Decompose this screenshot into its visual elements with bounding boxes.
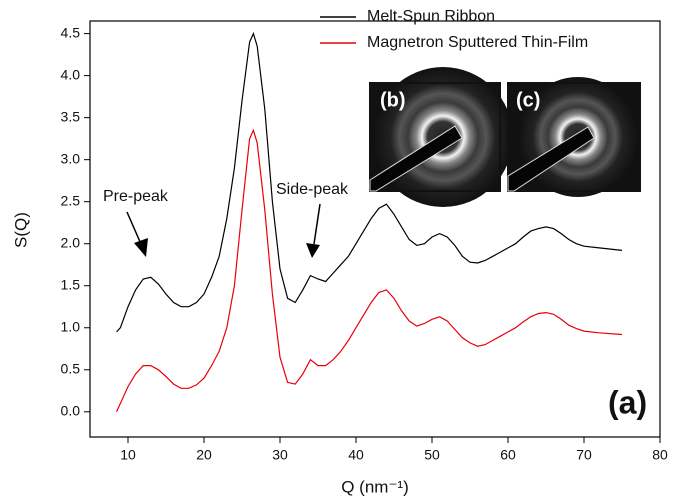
x-tick-label: 20 <box>196 447 212 463</box>
y-tick-label: 0.0 <box>61 402 81 418</box>
y-tick-label: 1.5 <box>61 276 81 292</box>
x-tick-label: 70 <box>576 447 592 463</box>
arrow <box>306 204 320 258</box>
y-tick-label: 2.5 <box>61 192 81 208</box>
y-tick-label: 3.0 <box>61 150 81 166</box>
y-tick-label: 0.5 <box>61 360 81 376</box>
y-axis-title: S(Q) <box>11 212 30 248</box>
x-axis-title: Q (nm⁻¹) <box>341 477 409 496</box>
chart: (b) (c) Pre-peak Side-peak (a) Q (nm⁻¹) … <box>0 0 676 501</box>
annotation: Pre-peak <box>103 188 169 205</box>
y-tick-label: 2.0 <box>61 234 81 250</box>
inset-b <box>370 67 513 207</box>
y-tick-label: 4.0 <box>61 66 81 82</box>
panel-label: (a) <box>608 384 647 420</box>
x-tick-label: 40 <box>348 447 364 463</box>
y-tick-label: 4.5 <box>61 24 81 40</box>
x-tick-label: 60 <box>500 447 516 463</box>
x-tick-label: 80 <box>652 447 668 463</box>
annotation: Side-peak <box>276 181 349 198</box>
y-tick-label: 3.5 <box>61 108 81 124</box>
x-tick-label: 50 <box>424 447 440 463</box>
inset-label: (c) <box>516 89 540 111</box>
legend-label: Magnetron Sputtered Thin-Film <box>367 34 588 51</box>
y-tick-label: 1.0 <box>61 318 81 334</box>
x-tick-label: 30 <box>272 447 288 463</box>
x-tick-label: 10 <box>120 447 136 463</box>
legend-label: Melt-Spun Ribbon <box>367 8 495 25</box>
arrow <box>127 212 148 257</box>
inset-label: (b) <box>380 89 406 111</box>
